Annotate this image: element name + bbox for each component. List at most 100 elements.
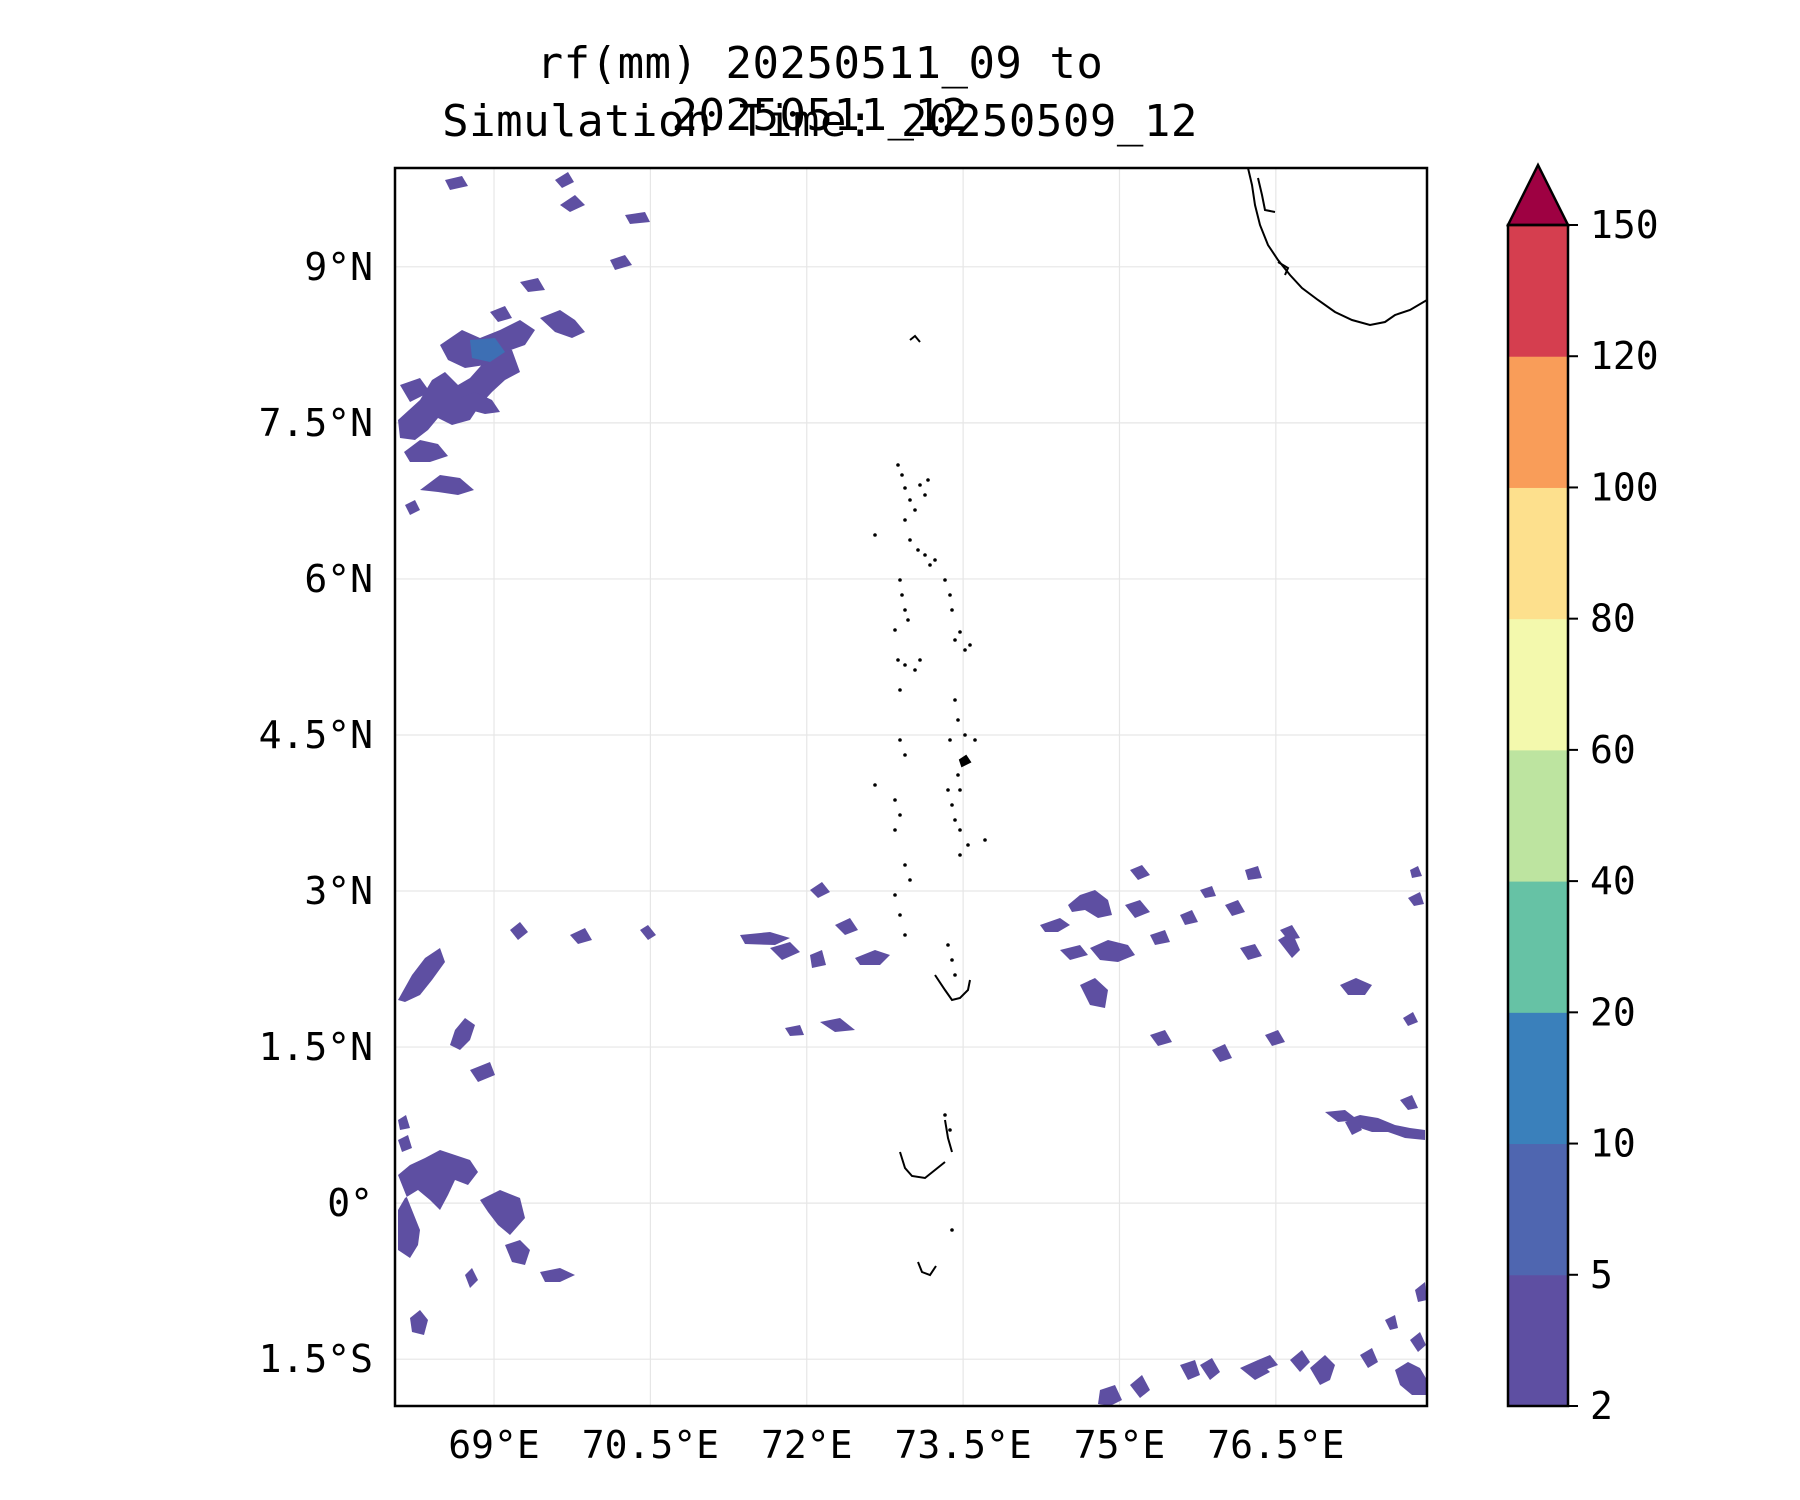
rain-patch: [460, 392, 500, 414]
rain-patch: [810, 882, 830, 898]
rain-patch: [770, 942, 800, 960]
colorbar-segment: [1508, 881, 1568, 1013]
rain-patch: [1400, 1095, 1418, 1110]
rain-patch: [610, 255, 632, 270]
rain-patch: [560, 195, 585, 212]
rain-patch: [1090, 940, 1135, 962]
rain-patch: [785, 1025, 804, 1036]
lat-tick-label: 9°N: [304, 245, 373, 289]
map-title-line1: rf(mm) 20250511_09 to 20250511_12: [536, 38, 1104, 141]
rain-patch: [410, 1310, 428, 1335]
lon-tick-label: 69°E: [448, 1423, 540, 1467]
rainfall-field: [398, 172, 1427, 1406]
rain-patch: [405, 500, 420, 515]
rain-patch: [1180, 910, 1198, 925]
rain-patch: [855, 950, 890, 965]
rain-patch: [1415, 1282, 1427, 1302]
colorbar-segment: [1508, 1143, 1568, 1276]
rain-patch: [398, 345, 520, 440]
rain-patch: [520, 278, 545, 292]
map-title-line2: Simulation Time: 20250509_12: [442, 96, 1198, 147]
lon-tick-label: 76.5°E: [1207, 1423, 1344, 1467]
rain-patch: [505, 1240, 530, 1265]
rain-patch: [820, 1018, 855, 1032]
colorbar-tick-label: 10: [1590, 1122, 1636, 1166]
rain-patch: [810, 950, 826, 968]
lon-tick-label: 75°E: [1074, 1423, 1166, 1467]
colorbar-segment: [1508, 1012, 1568, 1145]
lon-tick-label: 72°E: [761, 1423, 853, 1467]
rain-patch: [398, 1150, 478, 1258]
colorbar-segment: [1508, 618, 1568, 751]
rain-patch: [540, 1268, 575, 1282]
rain-patch: [1130, 1375, 1150, 1398]
rain-patch: [1403, 1012, 1418, 1026]
lat-tick-label: 3°N: [304, 869, 373, 913]
rain-patch: [398, 948, 445, 1002]
rain-patch: [1245, 866, 1262, 880]
rain-patch: [1340, 978, 1372, 995]
rain-patch: [1150, 1030, 1172, 1046]
rain-patch: [625, 212, 650, 224]
rain-patch: [490, 306, 512, 322]
rain-patch: [450, 1018, 475, 1050]
colorbar-frame: [1506, 223, 1570, 1408]
lat-tick-label: 1.5°S: [259, 1337, 373, 1381]
rain-patch: [1410, 866, 1422, 878]
colorbar-segment: [1508, 749, 1568, 882]
rain-patch: [1098, 1385, 1122, 1406]
rain-patch: [470, 338, 505, 362]
coastline: [899, 168, 1427, 1277]
rain-patch: [445, 176, 468, 190]
colorbar-tick-label: 2: [1590, 1384, 1613, 1428]
rain-patch: [1360, 1348, 1378, 1368]
rain-patch: [1345, 1118, 1362, 1135]
rain-patch: [540, 310, 585, 338]
lat-tick-label: 0°: [327, 1181, 373, 1225]
rain-patch: [400, 378, 430, 402]
rain-patch: [510, 922, 528, 940]
rain-patch: [398, 1135, 412, 1152]
rain-patch: [1212, 1044, 1232, 1062]
rain-patch: [1240, 944, 1262, 960]
colorbar-tick-label: 120: [1590, 334, 1659, 378]
longitude-axis: 69°E 70.5°E 72°E 73.5°E 75°E 76.5°E: [448, 1423, 1344, 1467]
india-coastline: [1247, 168, 1427, 327]
colorbar: 2 5 10 20 40 60 80 100 120 150: [1505, 162, 1659, 1428]
rain-patch: [404, 440, 448, 462]
rain-patch: [1345, 1115, 1425, 1140]
rain-patch: [555, 172, 574, 188]
lat-tick-label: 4.5°N: [259, 713, 373, 757]
rain-patch: [1278, 932, 1300, 958]
rain-patch: [1060, 945, 1088, 960]
rain-patch: [1408, 892, 1424, 906]
rain-patch: [1200, 1358, 1220, 1380]
colorbar-segment: [1508, 356, 1568, 488]
colorbar-segment: [1508, 487, 1568, 620]
lat-tick-label: 7.5°N: [259, 401, 373, 445]
rain-patch: [420, 475, 474, 495]
maldives-islands: [873, 463, 987, 1232]
rain-patch: [1290, 1350, 1310, 1372]
rain-patch: [398, 1115, 410, 1130]
rain-patch: [835, 918, 858, 935]
gridlines: [395, 168, 1427, 1406]
lat-tick-label: 6°N: [304, 557, 373, 601]
rain-patch: [1068, 890, 1112, 918]
rain-patch: [1385, 1315, 1398, 1330]
rain-patch: [1125, 900, 1150, 918]
rain-patch: [1080, 978, 1108, 1008]
rain-patch: [465, 1268, 478, 1288]
colorbar-extend-arrow: [1505, 162, 1571, 227]
colorbar-tick-label: 60: [1590, 728, 1636, 772]
colorbar-segment: [1508, 225, 1568, 357]
rain-patch: [1310, 1355, 1335, 1385]
rain-patch: [470, 1062, 495, 1082]
colorbar-tick-label: 150: [1590, 203, 1659, 247]
colorbar-tick-label: 5: [1590, 1253, 1613, 1297]
rain-patch: [1150, 930, 1170, 945]
colorbar-tick-label: 80: [1590, 597, 1636, 641]
rain-patch: [1130, 865, 1150, 880]
lon-tick-label: 70.5°E: [582, 1423, 719, 1467]
latitude-axis: 9°N 7.5°N 6°N 4.5°N 3°N 1.5°N 0° 1.5°S: [259, 245, 373, 1381]
